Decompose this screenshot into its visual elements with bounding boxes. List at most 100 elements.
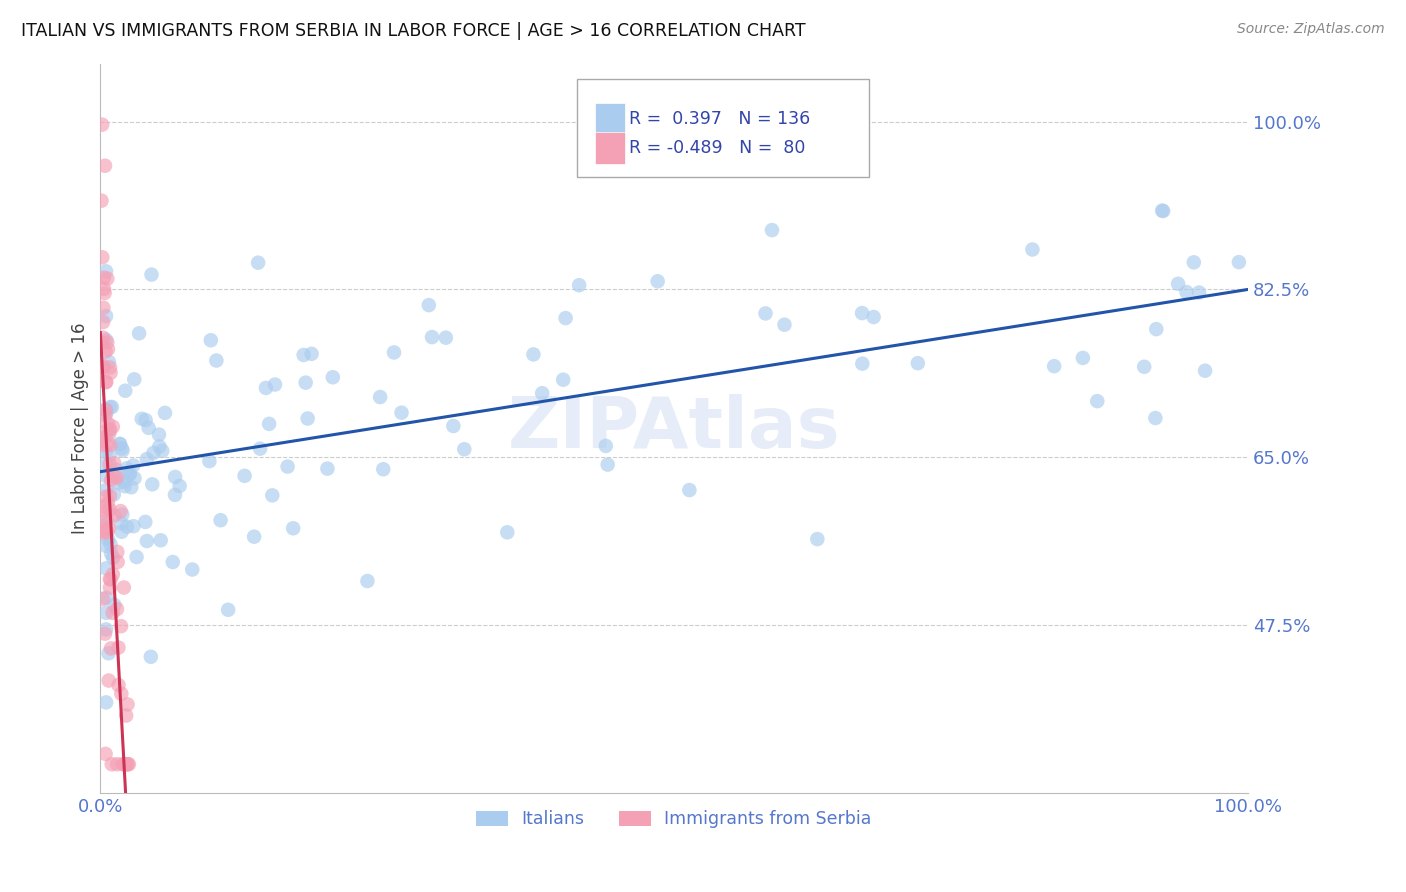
- Legend: Italians, Immigrants from Serbia: Italians, Immigrants from Serbia: [470, 804, 879, 835]
- Point: [322, 370, 344, 384]
- Point: [453, 442, 475, 457]
- Point: [96, 271, 118, 285]
- Point: [91, 331, 114, 345]
- Point: [90, 438, 112, 452]
- Point: [117, 757, 139, 772]
- Point: [97, 673, 120, 688]
- Point: [91, 524, 114, 538]
- Point: [93, 359, 115, 374]
- Point: [97, 417, 120, 431]
- Point: [111, 757, 134, 772]
- Point: [115, 757, 138, 772]
- Point: [418, 298, 440, 312]
- Point: [101, 400, 124, 414]
- Point: [316, 461, 339, 475]
- Point: [107, 476, 129, 491]
- Point: [141, 268, 163, 282]
- Point: [100, 366, 122, 380]
- Point: [93, 282, 115, 296]
- Point: [108, 437, 131, 451]
- Point: [98, 502, 121, 516]
- Point: [1021, 243, 1043, 257]
- Point: [91, 592, 114, 607]
- Point: [181, 562, 204, 576]
- Point: [254, 381, 277, 395]
- Text: ITALIAN VS IMMIGRANTS FROM SERBIA IN LABOR FORCE | AGE > 16 CORRELATION CHART: ITALIAN VS IMMIGRANTS FROM SERBIA IN LAB…: [21, 22, 806, 40]
- Point: [773, 318, 796, 332]
- Point: [1043, 359, 1066, 374]
- FancyBboxPatch shape: [595, 103, 624, 135]
- Point: [91, 315, 114, 329]
- Point: [93, 301, 115, 315]
- Point: [98, 581, 121, 595]
- Point: [138, 421, 160, 435]
- Point: [169, 479, 191, 493]
- Point: [554, 311, 576, 326]
- Point: [257, 417, 280, 431]
- Point: [93, 499, 115, 513]
- Point: [94, 402, 117, 417]
- Point: [441, 419, 464, 434]
- Point: [98, 423, 121, 437]
- Point: [96, 510, 118, 524]
- Point: [122, 372, 145, 386]
- Point: [277, 459, 299, 474]
- Point: [94, 504, 117, 518]
- Point: [1188, 285, 1211, 300]
- Point: [283, 521, 305, 535]
- Point: [356, 574, 378, 588]
- Point: [98, 400, 121, 414]
- Point: [110, 516, 132, 530]
- Point: [128, 326, 150, 341]
- Point: [124, 471, 146, 485]
- Point: [94, 333, 117, 347]
- Point: [114, 757, 136, 772]
- Point: [101, 606, 124, 620]
- Point: [139, 649, 162, 664]
- Point: [94, 483, 117, 497]
- Point: [94, 623, 117, 637]
- Point: [103, 456, 125, 470]
- Point: [94, 490, 117, 504]
- Point: [420, 330, 443, 344]
- Point: [165, 470, 187, 484]
- Point: [91, 360, 114, 375]
- Text: R =  0.397   N = 136: R = 0.397 N = 136: [630, 110, 811, 128]
- Point: [153, 406, 176, 420]
- Point: [373, 462, 395, 476]
- Point: [98, 360, 121, 375]
- Point: [1133, 359, 1156, 374]
- Point: [96, 438, 118, 452]
- Point: [264, 377, 287, 392]
- Point: [162, 555, 184, 569]
- Point: [434, 331, 457, 345]
- Point: [108, 437, 131, 451]
- Point: [98, 572, 121, 586]
- Point: [96, 335, 118, 350]
- Point: [94, 344, 117, 359]
- Point: [100, 641, 122, 656]
- Point: [209, 513, 232, 527]
- Point: [94, 695, 117, 709]
- Point: [98, 448, 121, 462]
- Point: [568, 278, 591, 293]
- Point: [112, 475, 135, 489]
- Point: [596, 458, 619, 472]
- Point: [118, 467, 141, 481]
- Point: [150, 443, 173, 458]
- Point: [98, 426, 121, 441]
- Point: [90, 194, 112, 208]
- Point: [103, 508, 125, 523]
- Point: [368, 390, 391, 404]
- Point: [198, 454, 221, 468]
- Point: [247, 256, 270, 270]
- Point: [100, 473, 122, 487]
- Point: [114, 757, 136, 772]
- Point: [100, 547, 122, 561]
- Point: [107, 678, 129, 692]
- Point: [1194, 364, 1216, 378]
- Point: [125, 549, 148, 564]
- Point: [595, 439, 617, 453]
- Point: [100, 573, 122, 587]
- Point: [1152, 203, 1174, 218]
